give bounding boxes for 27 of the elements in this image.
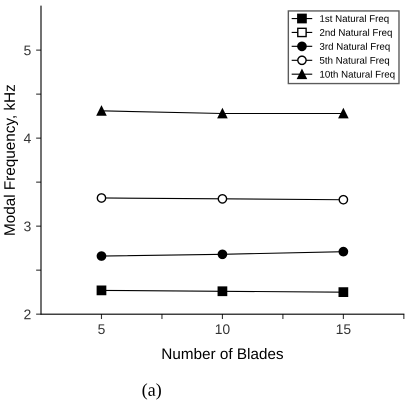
point xyxy=(218,249,228,260)
point xyxy=(218,194,228,204)
point xyxy=(338,246,348,257)
y-tick-label: 5 xyxy=(24,46,31,56)
point xyxy=(338,194,348,205)
x-axis-title: Number of Blades xyxy=(162,348,284,360)
point xyxy=(96,193,106,203)
x-tick-label: 5 xyxy=(98,324,105,334)
point xyxy=(96,286,106,296)
y-tick-label: 2 xyxy=(24,309,31,320)
legend-label: 3rd Natural Freq xyxy=(320,42,390,52)
point xyxy=(218,108,228,118)
x-tick-label: 15 xyxy=(336,324,351,334)
y-tick-label: 4 xyxy=(24,134,31,144)
legend-label: 5th Natural Freq xyxy=(320,56,390,66)
text: (a) xyxy=(142,383,161,400)
point xyxy=(218,286,228,296)
legend-label: 2nd Natural Freq xyxy=(320,28,392,38)
x-tick-label: 10 xyxy=(216,324,230,334)
y-axis-title: Modal Frequency, kHz xyxy=(4,85,18,235)
point xyxy=(96,106,106,116)
legend-label: 10th Natural Freq xyxy=(320,70,394,80)
point xyxy=(338,287,348,298)
point xyxy=(96,251,106,261)
legend-label: 1st Natural Freq xyxy=(320,14,389,24)
y-tick-label: 3 xyxy=(24,221,31,232)
point xyxy=(338,108,348,118)
